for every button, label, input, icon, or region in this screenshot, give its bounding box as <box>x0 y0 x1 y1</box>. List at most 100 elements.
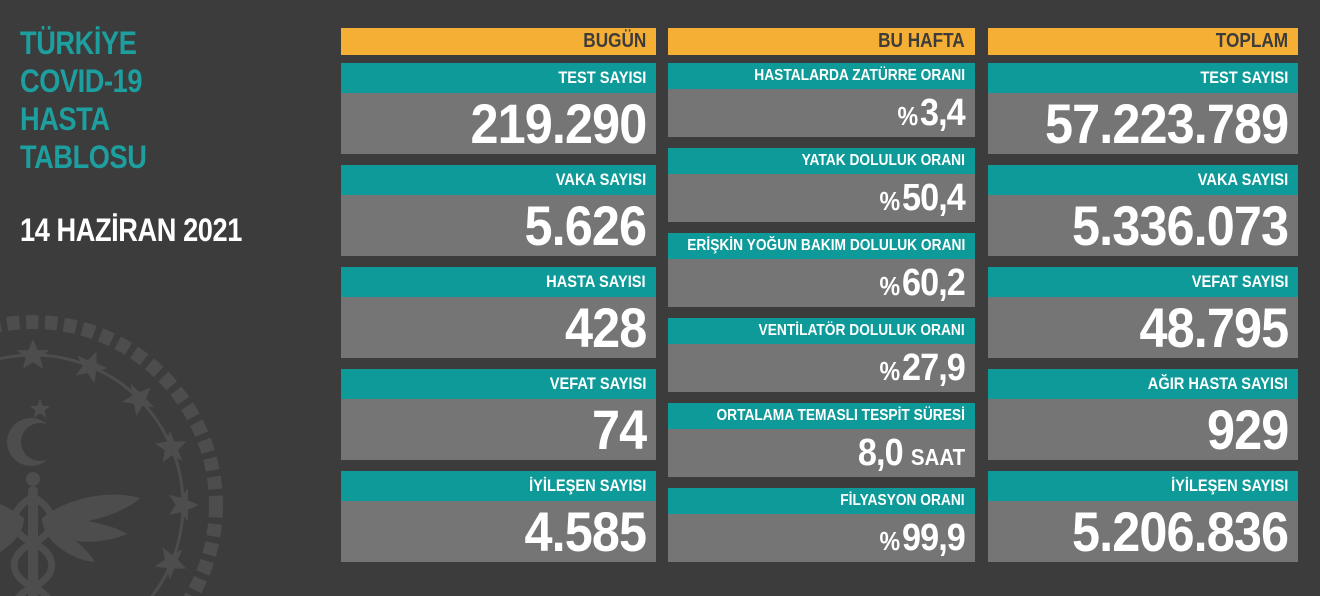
stat-value-prefix: % <box>879 528 901 556</box>
wing-right <box>42 494 140 562</box>
rope-ring <box>0 315 223 596</box>
caduceus-icon <box>0 472 140 596</box>
stat-value: 8,0 SAAT <box>856 434 965 472</box>
stat-label: VAKA SAYISI <box>555 170 646 189</box>
stat-value: 428 <box>563 295 647 359</box>
stat-value-number: 74 <box>591 397 647 461</box>
stat-value-number: 8,0 <box>857 432 904 474</box>
stat-card-test-sayisi-toplam: TEST SAYISI 57.223.789 <box>988 63 1298 154</box>
stat-label: VAKA SAYISI <box>1197 170 1288 189</box>
stat-label: AĞIR HASTA SAYISI <box>1147 374 1288 393</box>
stat-value-prefix: % <box>897 103 919 131</box>
stat-value: 5.336.073 <box>1070 193 1289 257</box>
stat-label-bar: TEST SAYISI <box>341 63 656 93</box>
star-icon <box>121 383 155 417</box>
stat-card-hasta-sayisi-bugun: HASTA SAYISI 428 <box>341 267 656 358</box>
stat-value: 5.626 <box>523 193 647 257</box>
stat-label-bar: HASTA SAYISI <box>341 267 656 297</box>
page-title-line: TÜRKİYE <box>20 25 137 61</box>
page-title-line: TABLOSU <box>20 139 147 175</box>
stat-value-bar: % 60,2 <box>668 259 975 307</box>
stat-value-bar: 48.795 <box>988 297 1298 358</box>
stat-label-bar: VEFAT SAYISI <box>988 267 1298 297</box>
stat-card-agir-hasta-sayisi: AĞIR HASTA SAYISI 929 <box>988 369 1298 460</box>
stat-value-bar: 5.336.073 <box>988 195 1298 256</box>
stat-label-bar: İYİLEŞEN SAYISI <box>988 471 1298 501</box>
stat-label-bar: ORTALAMA TEMASLI TESPİT SÜRESİ <box>668 403 975 429</box>
stat-value: 219.290 <box>468 91 647 155</box>
stat-label: TEST SAYISI <box>557 68 646 87</box>
column-header-bu-hafta: BU HAFTA <box>668 28 975 55</box>
stat-value: 5.206.836 <box>1070 499 1289 563</box>
stat-label-bar: HASTALARDA ZATÜRRE ORANI <box>668 63 975 89</box>
stat-card-vaka-sayisi-bugun: VAKA SAYISI 5.626 <box>341 165 656 256</box>
stat-card-yogun-bakim-doluluk: ERİŞKİN YOĞUN BAKIM DOLULUK ORANI % 60,2 <box>668 233 975 307</box>
stat-value-bar: 57.223.789 <box>988 93 1298 154</box>
page-title-line: COVID-19 <box>20 63 143 99</box>
column-toplam: TOPLAM TEST SAYISI 57.223.789 VAKA SAYIS… <box>988 28 1298 562</box>
stat-value-number: 48.795 <box>1139 295 1289 359</box>
stat-value-number: 219.290 <box>470 91 647 155</box>
stat-label-bar: AĞIR HASTA SAYISI <box>988 369 1298 399</box>
stat-value-prefix: % <box>879 273 901 301</box>
stat-value-number: 5.206.836 <box>1071 499 1289 563</box>
stat-card-iyilesen-sayisi-toplam: İYİLEŞEN SAYISI 5.206.836 <box>988 471 1298 562</box>
stat-value-number: 57.223.789 <box>1044 91 1289 155</box>
stat-label: ERİŞKİN YOĞUN BAKIM DOLULUK ORANI <box>686 237 965 254</box>
stat-label: ORTALAMA TEMASLI TESPİT SÜRESİ <box>716 407 965 424</box>
stat-value: 48.795 <box>1137 295 1289 359</box>
stat-value-bar: % 3,4 <box>668 89 975 137</box>
stat-label: HASTA SAYISI <box>546 272 646 291</box>
stat-value-number: 428 <box>564 295 647 359</box>
stat-label: VEFAT SAYISI <box>1191 272 1288 291</box>
column-header-label: BU HAFTA <box>878 30 965 52</box>
stat-label: İYİLEŞEN SAYISI <box>528 476 646 495</box>
stat-label-bar: VAKA SAYISI <box>988 165 1298 195</box>
stat-card-ventilator-doluluk: VENTİLATÖR DOLULUK ORANI % 27,9 <box>668 318 975 392</box>
stat-value: 57.223.789 <box>1043 91 1289 155</box>
stat-value-bar: 428 <box>341 297 656 358</box>
stat-value-bar: % 99,9 <box>668 514 975 562</box>
stat-value-bar: 74 <box>341 399 656 460</box>
stat-value-bar: 4.585 <box>341 501 656 562</box>
stat-value: % 99,9 <box>879 517 966 559</box>
stat-value: 74 <box>590 397 647 461</box>
stat-value: 929 <box>1205 401 1289 458</box>
stat-value-number: 50,4 <box>902 177 966 219</box>
stat-card-zaturre-orani: HASTALARDA ZATÜRRE ORANI % 3,4 <box>668 63 975 137</box>
stat-label: HASTALARDA ZATÜRRE ORANI <box>754 67 965 84</box>
stat-card-test-sayisi-bugun: TEST SAYISI 219.290 <box>341 63 656 154</box>
stat-value-number: 3,4 <box>920 92 966 134</box>
stat-value-number: 5.336.073 <box>1071 193 1289 257</box>
inner-ring <box>0 353 185 596</box>
stat-label-bar: ERİŞKİN YOĞUN BAKIM DOLULUK ORANI <box>668 233 975 259</box>
star-icon <box>75 351 108 384</box>
stat-label-bar: İYİLEŞEN SAYISI <box>341 471 656 501</box>
snake <box>10 493 56 596</box>
card-list: TEST SAYISI 57.223.789 VAKA SAYISI 5.336… <box>988 63 1298 562</box>
stat-card-vefat-sayisi-bugun: VEFAT SAYISI 74 <box>341 369 656 460</box>
stat-value-number: 99,9 <box>902 517 966 559</box>
stat-label: VEFAT SAYISI <box>549 374 646 393</box>
stat-label-bar: VAKA SAYISI <box>341 165 656 195</box>
column-bu-hafta: BU HAFTA HASTALARDA ZATÜRRE ORANI % 3,4 Y… <box>668 28 975 562</box>
stat-label-bar: YATAK DOLULUK ORANI <box>668 148 975 174</box>
column-header-label: TOPLAM <box>1215 30 1288 52</box>
stat-label: TEST SAYISI <box>1199 68 1288 87</box>
stat-value-bar: 929 <box>988 399 1298 460</box>
stat-label: İYİLEŞEN SAYISI <box>1170 476 1288 495</box>
stat-value-suffix: SAAT <box>910 444 965 470</box>
stat-card-temasli-tespit-suresi: ORTALAMA TEMASLI TESPİT SÜRESİ 8,0 SAAT <box>668 403 975 477</box>
stat-value: % 50,4 <box>879 177 966 219</box>
snake <box>10 493 56 596</box>
stat-value-number: 5.626 <box>524 193 647 257</box>
stat-value-bar: % 27,9 <box>668 344 975 392</box>
report-date: 14 HAZİRAN 2021 <box>20 212 242 248</box>
star-icon <box>154 547 187 580</box>
stat-value-prefix: % <box>879 188 901 216</box>
stat-value-number: 27,9 <box>902 347 966 389</box>
card-list: TEST SAYISI 219.290 VAKA SAYISI 5.626 HA… <box>341 63 656 562</box>
stat-value-bar: % 50,4 <box>668 174 975 222</box>
stat-value-prefix: % <box>879 358 901 386</box>
stat-card-filyasyon-orani: FİLYASYON ORANI % 99,9 <box>668 488 975 562</box>
